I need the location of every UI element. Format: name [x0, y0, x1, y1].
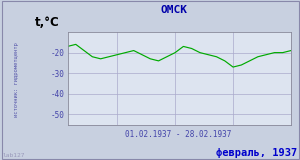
Text: lab127: lab127	[3, 153, 26, 158]
Text: источник: гидрометцентр: источник: гидрометцентр	[14, 43, 19, 117]
Text: ОМСК: ОМСК	[160, 5, 188, 15]
Text: t,°C: t,°C	[34, 16, 59, 29]
Text: 01.02.1937 - 28.02.1937: 01.02.1937 - 28.02.1937	[125, 130, 232, 139]
Text: февраль, 1937: февраль, 1937	[216, 148, 297, 158]
